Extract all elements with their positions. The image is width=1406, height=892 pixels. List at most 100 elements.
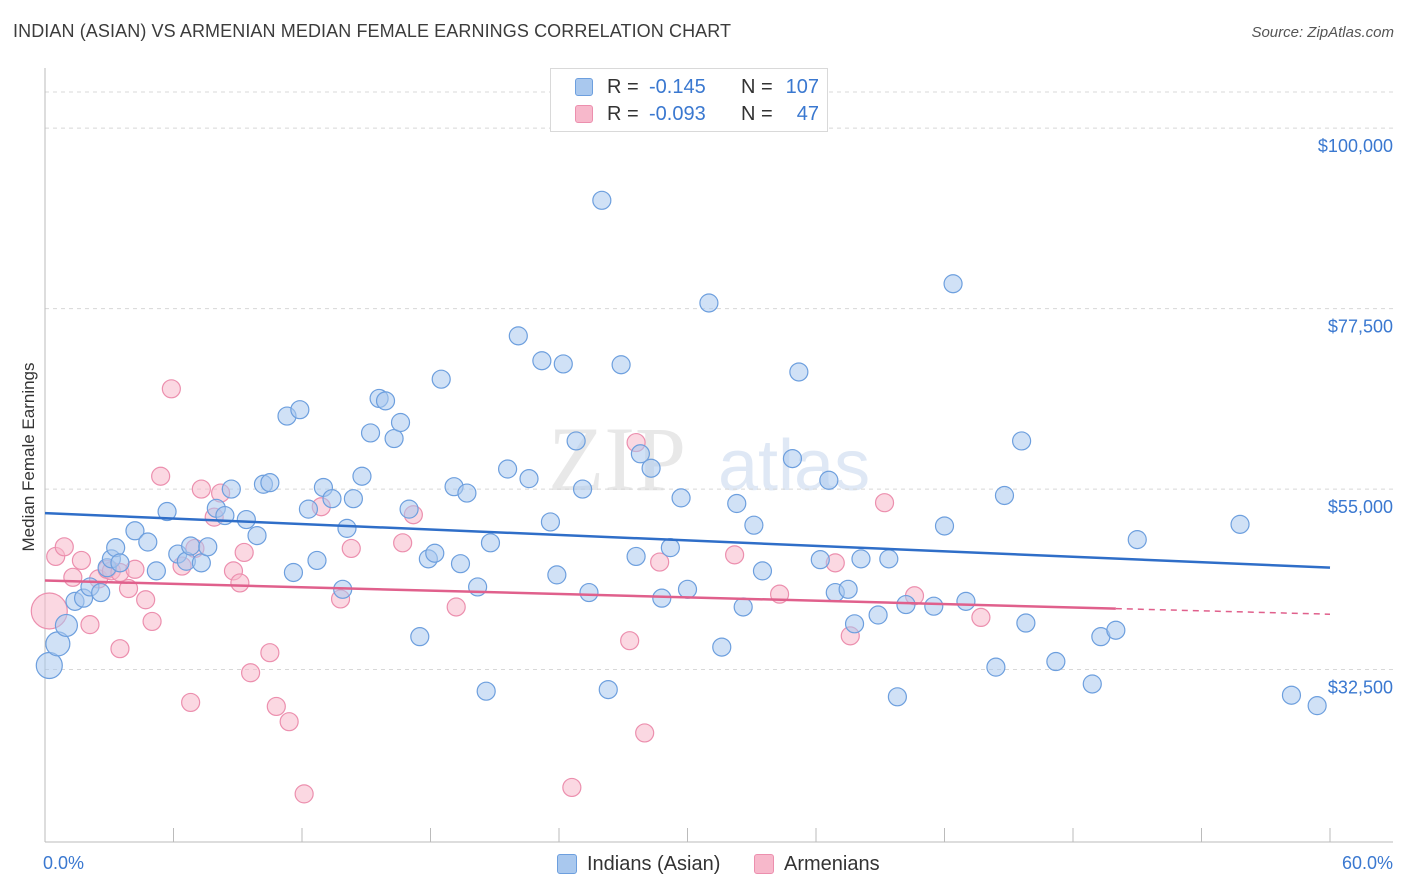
indian-point	[91, 582, 111, 603]
indian-point	[677, 579, 698, 599]
indian-point	[934, 516, 955, 536]
armenian-point	[230, 573, 250, 593]
watermark-zip: ZIP	[548, 408, 686, 510]
indian-point	[260, 473, 280, 493]
indian-point	[547, 565, 567, 585]
indian-point	[924, 596, 944, 616]
legend-n-value: 107	[785, 75, 819, 98]
armenian-point	[874, 493, 895, 513]
indian-point	[566, 431, 586, 451]
indian-point	[986, 657, 1006, 677]
indian-point	[844, 614, 865, 634]
indian-point	[532, 351, 552, 371]
legend-r-value: -0.145	[649, 75, 706, 98]
y-axis-label: Median Female Earnings	[19, 363, 38, 552]
indian-point	[712, 637, 732, 657]
legend-r-value: -0.093	[649, 102, 706, 125]
y-tick-label: $32,500	[1328, 678, 1393, 698]
trend-lines	[44, 511, 1331, 615]
indian-point	[425, 543, 445, 563]
indian-point	[789, 362, 809, 382]
indian-point	[553, 354, 573, 374]
indian-point	[181, 536, 201, 556]
legend-label-armenians: Armenians	[784, 852, 880, 875]
indian-point	[752, 561, 773, 581]
legend-item-indians: Indians (Asian)	[557, 851, 720, 877]
indian-point	[283, 562, 304, 583]
indian-point	[1046, 651, 1066, 672]
indian-point	[887, 687, 907, 707]
armenian-point	[971, 607, 991, 628]
indian-point	[994, 485, 1015, 506]
armenian-point	[446, 597, 466, 617]
indian-point	[360, 423, 381, 443]
indian-point	[146, 561, 166, 581]
indian-point	[110, 553, 130, 573]
indian-point	[431, 369, 451, 389]
indian-point	[1281, 685, 1302, 705]
indian-point	[343, 489, 363, 509]
armenian-point	[80, 615, 100, 635]
indian-point	[851, 549, 871, 569]
legend-r-label: R =	[607, 75, 639, 98]
indian-point	[868, 605, 888, 625]
indian-point	[480, 533, 501, 553]
legend-row-indians: R = -0.145 N = 107	[575, 75, 819, 99]
legend-n-value: 47	[796, 102, 819, 125]
legend-r-label: R =	[607, 102, 639, 125]
indian-point	[157, 501, 177, 522]
indian-point	[611, 355, 631, 375]
legend-label-indians: Indians (Asian)	[587, 852, 721, 875]
indian-point	[322, 489, 342, 509]
source-label: Source: ZipAtlas.com	[1251, 24, 1394, 41]
indian-point	[307, 550, 327, 571]
armenian-point	[260, 643, 280, 663]
indian-point	[1082, 674, 1102, 694]
watermark: ZIP atlas	[548, 408, 870, 510]
indian-point	[191, 553, 211, 573]
indian-point	[572, 479, 593, 499]
indian-point	[1127, 530, 1147, 550]
armenian-point	[393, 533, 413, 553]
indian-point	[410, 627, 430, 647]
indian-point	[943, 274, 963, 294]
indians-trend-line	[44, 511, 1331, 569]
y-tick-label: $100,000	[1318, 136, 1393, 156]
indian-point	[375, 391, 396, 411]
x-tick-label-max: 60.0%	[1342, 853, 1393, 873]
indian-point	[579, 582, 599, 603]
indian-point	[699, 293, 719, 313]
armenian-point	[151, 466, 171, 486]
indian-point	[782, 448, 803, 469]
indian-point	[1016, 613, 1036, 633]
armenian-point	[266, 696, 286, 717]
armenian-point	[136, 590, 156, 610]
indian-point	[450, 554, 471, 574]
indian-point	[598, 679, 618, 700]
indian-point	[352, 466, 372, 486]
indian-point	[247, 525, 267, 546]
chart-title: INDIAN (ASIAN) VS ARMENIAN MEDIAN FEMALE…	[13, 21, 732, 41]
indian-point	[198, 537, 218, 557]
indian-point	[337, 518, 357, 538]
pink-swatch-icon	[754, 854, 774, 874]
armenians-trend-extension	[1115, 607, 1331, 615]
correlation-legend: R = -0.145 N = 107 R = -0.093 N = 47	[550, 68, 828, 132]
x-tick-label-min: 0.0%	[43, 853, 84, 873]
indian-point	[810, 550, 830, 570]
indian-point	[630, 444, 650, 464]
y-tick-labels: $32,500 $55,000 $77,500 $100,000	[1318, 136, 1393, 697]
legend-n-label: N =	[741, 75, 773, 98]
indian-point	[476, 681, 496, 701]
legend-n-label: N =	[741, 102, 773, 125]
indian-point	[540, 512, 561, 532]
armenian-point	[725, 545, 745, 565]
pink-swatch-icon	[575, 105, 593, 123]
indian-point	[457, 483, 477, 503]
legend-row-armenians: R = -0.093 N = 47	[575, 102, 819, 126]
indian-point	[652, 588, 672, 608]
indian-point	[298, 499, 319, 519]
indian-point	[671, 488, 691, 508]
indian-point	[641, 458, 661, 478]
